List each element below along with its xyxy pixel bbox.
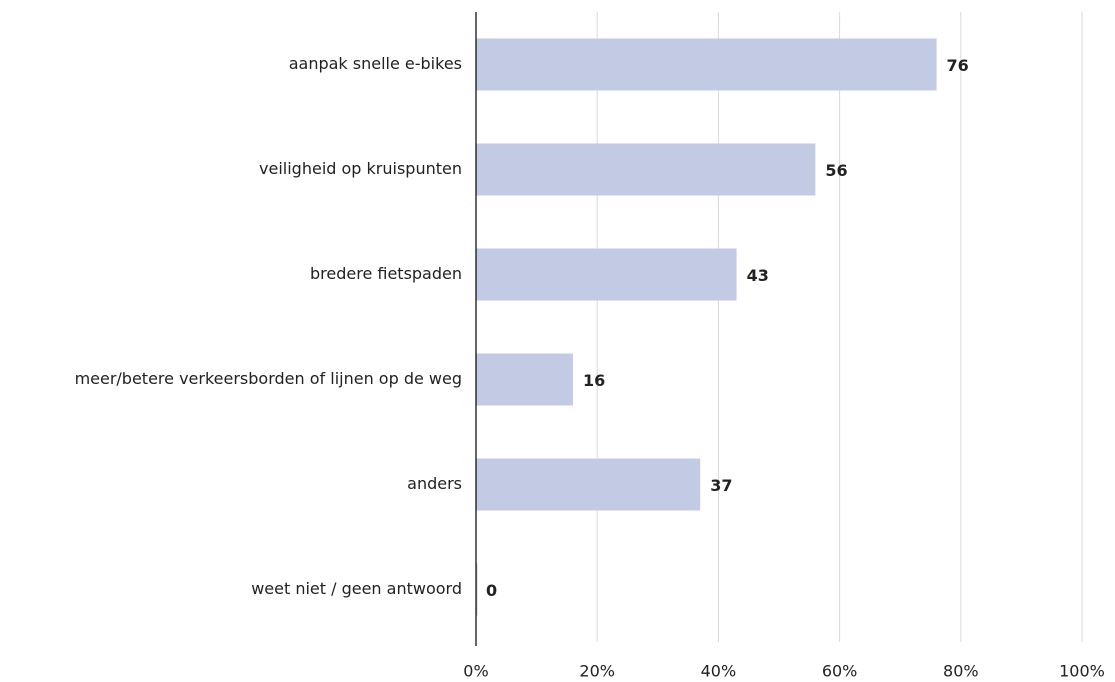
bar <box>476 458 701 511</box>
y-tick-label: bredere fietspaden <box>310 264 462 283</box>
y-tick-label: anders <box>407 474 462 493</box>
x-tick-label: 60% <box>822 662 858 681</box>
y-tick-label: veiligheid op kruispunten <box>259 159 462 178</box>
data-label: 76 <box>947 56 969 75</box>
bar <box>476 248 737 301</box>
data-label: 0 <box>486 581 497 600</box>
bar <box>476 563 478 616</box>
x-tick-label: 0% <box>463 662 488 681</box>
data-label: 43 <box>747 266 769 285</box>
bar <box>476 353 573 406</box>
data-label: 56 <box>825 161 847 180</box>
x-tick-label: 20% <box>579 662 615 681</box>
y-tick-label: aanpak snelle e-bikes <box>289 54 462 73</box>
x-tick-label: 40% <box>701 662 737 681</box>
y-tick-label: weet niet / geen antwoord <box>251 579 462 598</box>
data-label: 16 <box>583 371 605 390</box>
y-tick-label: meer/betere verkeersborden of lijnen op … <box>75 369 462 388</box>
data-label: 37 <box>710 476 732 495</box>
x-tick-label: 80% <box>943 662 979 681</box>
x-tick-label: 100% <box>1059 662 1105 681</box>
bar <box>476 38 937 91</box>
bar <box>476 143 816 196</box>
